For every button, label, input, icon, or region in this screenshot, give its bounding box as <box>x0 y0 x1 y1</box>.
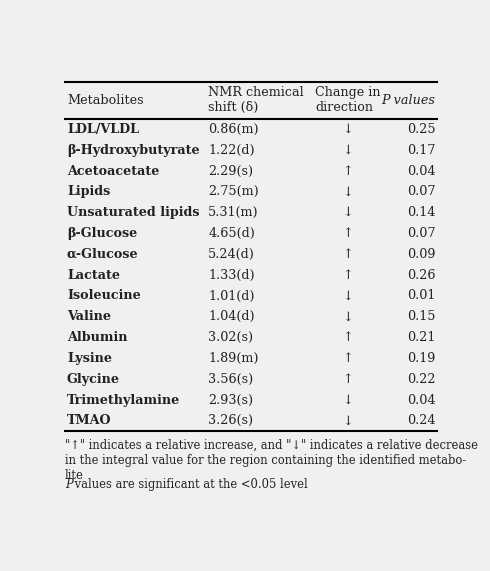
Text: 0.09: 0.09 <box>407 248 435 261</box>
Text: Trimethylamine: Trimethylamine <box>67 393 180 407</box>
Text: 0.04: 0.04 <box>407 393 435 407</box>
Text: 2.93(s): 2.93(s) <box>208 393 253 407</box>
Text: P: P <box>65 478 73 491</box>
Text: ↑: ↑ <box>343 164 353 178</box>
Text: NMR chemical
shift (δ): NMR chemical shift (δ) <box>208 86 304 114</box>
Text: ↓: ↓ <box>343 144 353 157</box>
Text: β-Hydroxybutyrate: β-Hydroxybutyrate <box>67 144 199 157</box>
Text: 3.56(s): 3.56(s) <box>208 373 254 386</box>
Text: Change in
direction: Change in direction <box>315 86 381 114</box>
Text: 3.26(s): 3.26(s) <box>208 415 253 427</box>
Text: α-Glucose: α-Glucose <box>67 248 139 261</box>
Text: ↓: ↓ <box>343 206 353 219</box>
Text: 3.02(s): 3.02(s) <box>208 331 253 344</box>
Text: Lactate: Lactate <box>67 269 120 282</box>
Text: "↑" indicates a relative increase, and "↓" indicates a relative decrease
in the : "↑" indicates a relative increase, and "… <box>65 439 478 482</box>
Text: Albumin: Albumin <box>67 331 127 344</box>
Text: 0.15: 0.15 <box>407 310 435 323</box>
Text: 0.86(m): 0.86(m) <box>208 123 259 136</box>
Text: P values: P values <box>381 94 435 107</box>
Text: ↑: ↑ <box>343 373 353 386</box>
Text: 1.01(d): 1.01(d) <box>208 289 255 303</box>
Text: ↑: ↑ <box>343 352 353 365</box>
Text: 0.19: 0.19 <box>407 352 435 365</box>
Text: 0.21: 0.21 <box>407 331 435 344</box>
Text: 0.07: 0.07 <box>407 186 435 198</box>
Text: Lipids: Lipids <box>67 186 110 198</box>
Text: Metabolites: Metabolites <box>67 94 144 107</box>
Text: 4.65(d): 4.65(d) <box>208 227 255 240</box>
Text: 2.29(s): 2.29(s) <box>208 164 253 178</box>
Text: values are significant at the <0.05 level: values are significant at the <0.05 leve… <box>71 478 308 491</box>
Text: 0.22: 0.22 <box>407 373 435 386</box>
Text: ↓: ↓ <box>343 310 353 323</box>
Text: 0.14: 0.14 <box>407 206 435 219</box>
Text: Acetoacetate: Acetoacetate <box>67 164 159 178</box>
Text: 5.31(m): 5.31(m) <box>208 206 259 219</box>
Text: Unsaturated lipids: Unsaturated lipids <box>67 206 199 219</box>
Text: ↑: ↑ <box>343 331 353 344</box>
Text: Valine: Valine <box>67 310 111 323</box>
Text: 0.25: 0.25 <box>407 123 435 136</box>
Text: 0.01: 0.01 <box>407 289 435 303</box>
Text: 5.24(d): 5.24(d) <box>208 248 255 261</box>
Text: 1.04(d): 1.04(d) <box>208 310 255 323</box>
Text: 1.89(m): 1.89(m) <box>208 352 259 365</box>
Text: Lysine: Lysine <box>67 352 112 365</box>
Text: TMAO: TMAO <box>67 415 111 427</box>
Text: 0.24: 0.24 <box>407 415 435 427</box>
Text: ↓: ↓ <box>343 289 353 303</box>
Text: LDL/VLDL: LDL/VLDL <box>67 123 139 136</box>
Text: ↓: ↓ <box>343 415 353 427</box>
Text: 0.26: 0.26 <box>407 269 435 282</box>
Text: 0.17: 0.17 <box>407 144 435 157</box>
Text: 0.07: 0.07 <box>407 227 435 240</box>
Text: ↑: ↑ <box>343 269 353 282</box>
Text: 2.75(m): 2.75(m) <box>208 186 259 198</box>
Text: ↓: ↓ <box>343 186 353 198</box>
Text: Isoleucine: Isoleucine <box>67 289 141 303</box>
Text: Glycine: Glycine <box>67 373 120 386</box>
Text: 1.22(d): 1.22(d) <box>208 144 255 157</box>
Text: ↑: ↑ <box>343 227 353 240</box>
Text: ↓: ↓ <box>343 393 353 407</box>
Text: 0.04: 0.04 <box>407 164 435 178</box>
Text: 1.33(d): 1.33(d) <box>208 269 255 282</box>
Text: β-Glucose: β-Glucose <box>67 227 137 240</box>
Text: ↓: ↓ <box>343 123 353 136</box>
Text: ↑: ↑ <box>343 248 353 261</box>
